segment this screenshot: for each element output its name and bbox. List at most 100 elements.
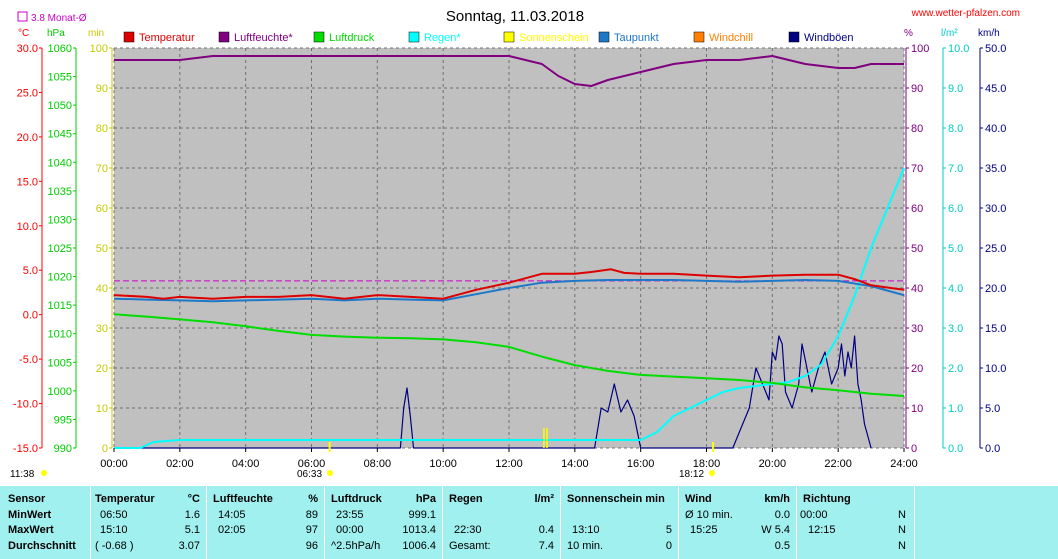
minutes-axis-tick-label: 40 <box>96 283 108 295</box>
sunshine-period: 10 min. <box>567 540 604 552</box>
x-tick-label: 20:00 <box>759 458 787 470</box>
humidity-axis-tick-label: 0 <box>911 443 917 455</box>
pressure-axis-tick-label: 1025 <box>48 243 72 255</box>
header-rain-unit: l/m² <box>534 493 554 505</box>
wind-axis-tick-label: 10.0 <box>985 363 1006 375</box>
temp-axis-tick-label: -15.0 <box>13 443 38 455</box>
direction-min-time: 00:00 <box>800 509 828 521</box>
pressure-axis-tick-label: 1040 <box>48 157 72 169</box>
rain-total-value: 7.4 <box>538 540 554 552</box>
header-rain: Regen <box>449 493 483 505</box>
pressure-min-time: 23:55 <box>336 509 364 521</box>
pressure-unit-label: hPa <box>47 28 65 39</box>
column-separator <box>442 486 443 559</box>
rain-axis-tick-label: 7.0 <box>948 163 963 175</box>
pressure-max-value: 1013.4 <box>402 524 436 536</box>
minutes-axis-tick-label: 10 <box>96 403 108 415</box>
legend-swatch <box>123 31 135 43</box>
humidity-axis-tick-label: 100 <box>911 43 929 55</box>
pressure-axis-tick-label: 1035 <box>48 186 72 198</box>
temp-max-time: 15:10 <box>100 524 128 536</box>
legend-swatch <box>408 31 420 43</box>
sunshine-mark <box>543 428 545 448</box>
wind-axis-tick-label: 15.0 <box>985 323 1006 335</box>
temp-axis-tick-label: 15.0 <box>17 176 38 188</box>
rain-axis-tick-label: 8.0 <box>948 123 963 135</box>
column-separator <box>560 486 561 559</box>
pressure-axis-tick-label: 1045 <box>48 129 72 141</box>
series-regen-line <box>114 167 905 449</box>
pressure-max-time: 00:00 <box>336 524 364 536</box>
x-tick-label: 24:00 <box>890 458 918 470</box>
x-tick-label: 22:00 <box>824 458 852 470</box>
rain-axis-tick-label: 9.0 <box>948 83 963 95</box>
pressure-avg-value: 1006.4 <box>402 540 436 552</box>
header-temp-unit: °C <box>187 493 200 505</box>
x-tick-label: 00:00 <box>100 458 128 470</box>
grid <box>113 47 905 449</box>
column-separator <box>678 486 679 559</box>
legend-label: Sonnenschein <box>519 32 589 44</box>
temp-min-time: 06:50 <box>100 509 128 521</box>
humidity-max-time: 02:05 <box>218 524 246 536</box>
x-tick-label: 08:00 <box>364 458 392 470</box>
minutes-axis-tick-label: 20 <box>96 363 108 375</box>
x-tick-label: 16:00 <box>627 458 655 470</box>
humidity-axis-tick-label: 40 <box>911 283 923 295</box>
humidity-avg-value: 96 <box>305 540 318 552</box>
header-humidity: Luftfeuchte <box>213 493 273 505</box>
temp-unit-label: °C <box>18 28 29 39</box>
minutes-unit-label: min <box>88 28 104 39</box>
humidity-axis-tick-label: 70 <box>911 163 923 175</box>
header-wind-unit: km/h <box>764 493 790 505</box>
wind-avg-sub: min. <box>712 509 733 521</box>
sunshine-avg-value: 0 <box>665 540 672 552</box>
temp-avg-value: 3.07 <box>178 540 200 552</box>
header-sensor: Sensor <box>8 493 46 505</box>
wind-axis-tick-label: 50.0 <box>985 43 1006 55</box>
wind-axis-tick-label: 40.0 <box>985 123 1006 135</box>
temp-max-value: 5.1 <box>184 524 200 536</box>
rain-max-value: 0.4 <box>538 524 554 536</box>
series-luftdruck-line <box>113 313 905 397</box>
humidity-axis-tick-label: 10 <box>911 403 923 415</box>
x-tick-label: 04:00 <box>232 458 260 470</box>
x-tick-label: 14:00 <box>561 458 589 470</box>
monthly-avg-label: 3.8 Monat-Ø <box>31 13 87 24</box>
rain-axis-tick-label: 1.0 <box>948 403 963 415</box>
wind-axis-tick-label: 35.0 <box>985 163 1006 175</box>
temp-axis-tick-label: -10.0 <box>13 399 38 411</box>
source-label: www.wetter-pfalzen.com <box>911 8 1020 19</box>
temp-axis-tick-label: 20.0 <box>17 132 38 144</box>
legend-label: Luftfeuchte* <box>234 32 293 44</box>
wind-avg-value: 0.5 <box>774 540 790 552</box>
direction-max-time: 12:15 <box>808 524 836 536</box>
series-layer <box>113 55 905 452</box>
rain-unit-label: l/m² <box>941 28 958 39</box>
legend-label: Luftdruck <box>329 32 375 44</box>
minutes-axis-tick-label: 80 <box>96 123 108 135</box>
wind-avg-label: Ø 10 <box>685 509 709 521</box>
x-tick-label: 12:00 <box>495 458 523 470</box>
sunrise-icon <box>327 470 333 476</box>
temp-min-value: 1.6 <box>184 509 200 521</box>
legend-swatch <box>693 31 705 43</box>
temp-axis-tick-label: 0.0 <box>23 310 38 322</box>
series-windböen-line <box>114 335 872 449</box>
row-label-max: MaxWert <box>8 524 54 536</box>
header-pressure-unit: hPa <box>415 493 436 505</box>
x-tick-label: 02:00 <box>166 458 194 470</box>
sunset-time: 18:12 <box>679 469 704 480</box>
axes-layer: 30.0 25.0 20.0 15.0 10.0 5.0 0.0 -5.0 -10.0 -15.0… <box>13 43 1007 470</box>
monthly-avg-icon <box>17 11 28 22</box>
header-pressure: Luftdruck <box>331 493 382 505</box>
direction-avg-value: N <box>898 540 906 552</box>
sun-event-mark <box>328 442 331 452</box>
wind-unit-label: km/h <box>978 28 1000 39</box>
minutes-axis-tick-label: 90 <box>96 83 108 95</box>
legend-swatch <box>598 31 610 43</box>
legend-label: Taupunkt <box>614 32 659 44</box>
temp-axis-tick-label: 30.0 <box>17 43 38 55</box>
wind-max-time: 15:25 <box>690 524 718 536</box>
humidity-max-value: 97 <box>305 524 318 536</box>
